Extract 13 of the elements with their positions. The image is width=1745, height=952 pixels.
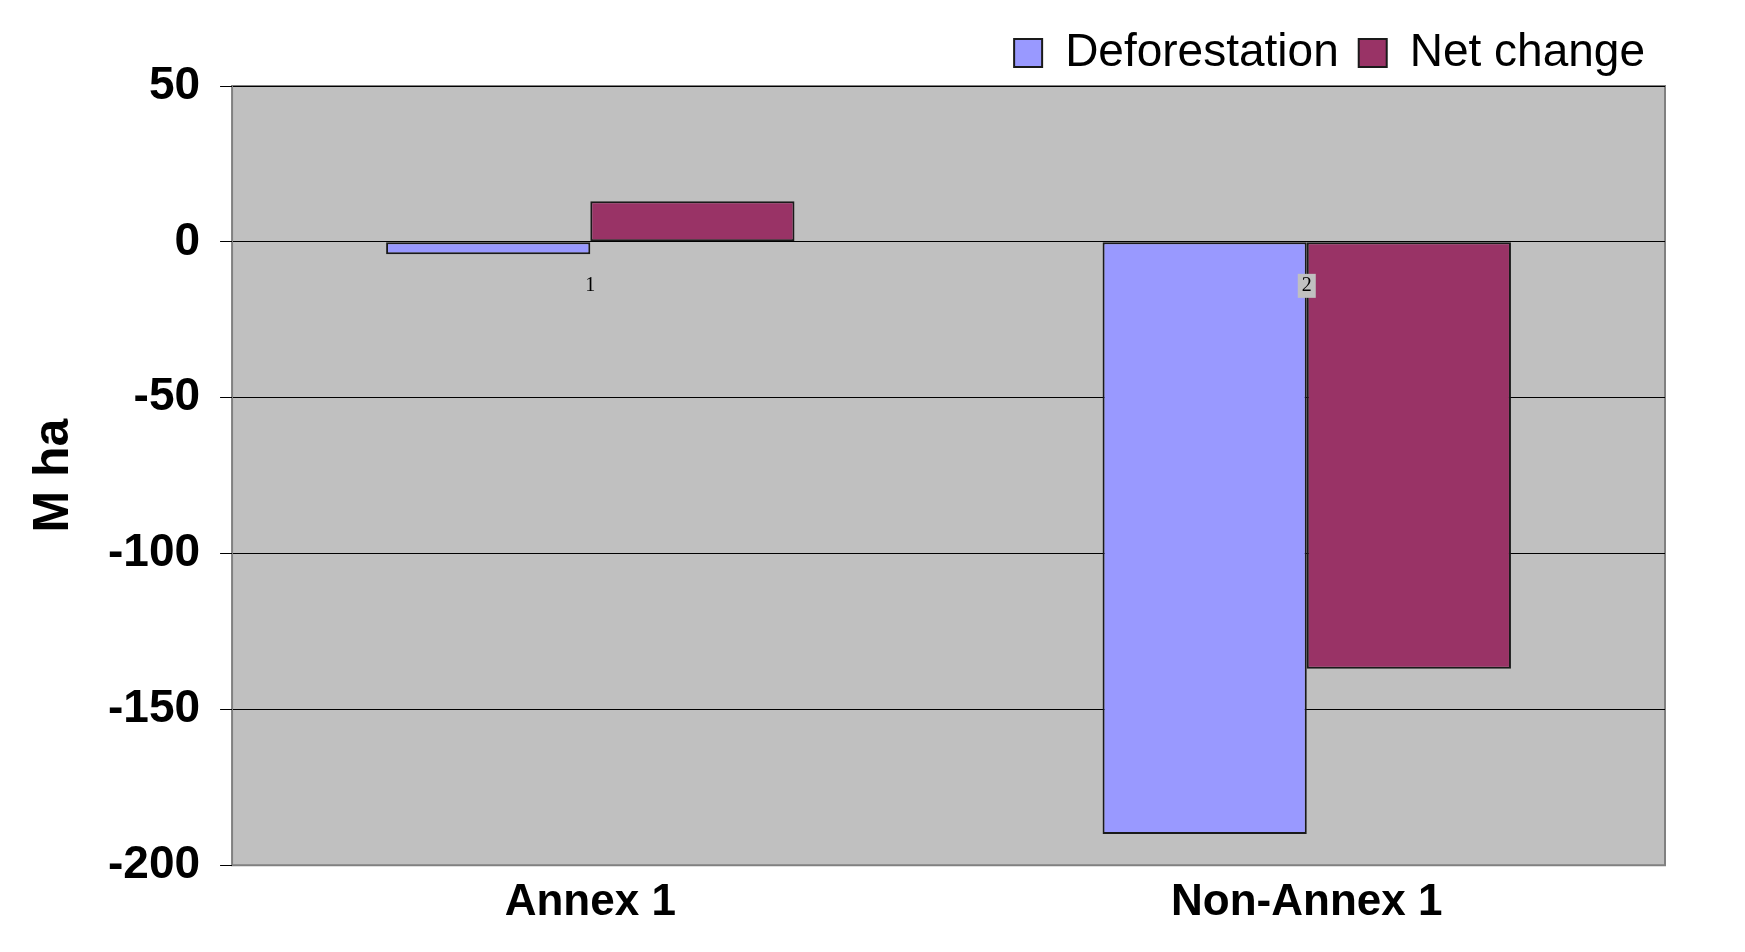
x-tick-label: Non-Annex 1	[1171, 874, 1443, 924]
y-tick-label: 0	[174, 212, 201, 265]
y-axis-title: M ha	[22, 417, 79, 533]
x-tick-label: Annex 1	[504, 874, 676, 924]
annotation: 2	[1301, 273, 1312, 296]
y-tick-label: -200	[107, 835, 201, 888]
y-tick-label: 50	[148, 56, 201, 109]
y-tick-label: -100	[107, 524, 201, 577]
y-tick-label: -150	[107, 680, 201, 733]
legend-label: Deforestation	[1065, 23, 1339, 76]
y-tick-label: -50	[133, 368, 201, 421]
annotation: 1	[585, 273, 596, 296]
legend-label: Net change	[1409, 23, 1645, 76]
